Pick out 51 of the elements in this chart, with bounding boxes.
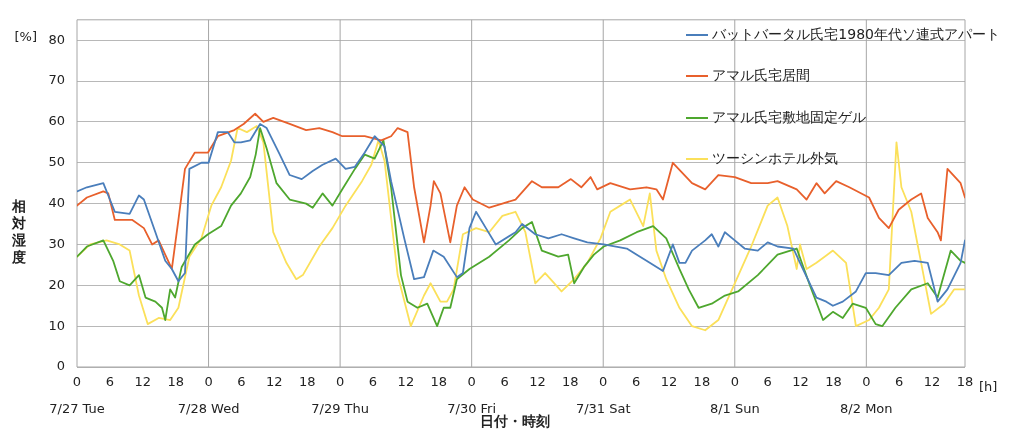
x-tick-label: 12 (660, 374, 678, 390)
text: 8/1 Sun (709, 401, 760, 417)
y-tick-label: 10 (48, 317, 65, 333)
x-tick-label: 0 (204, 374, 213, 390)
text: 8/2 Mon (840, 401, 893, 417)
x-tick-label: 6 (500, 374, 509, 390)
x-tick-label: 12 (397, 374, 415, 390)
x-tick-label: 0 (72, 374, 82, 390)
text: 7/31 Sat (575, 401, 631, 417)
text: 7/29 Thu (311, 401, 369, 417)
x-tick-label: 6 (631, 374, 641, 390)
x-tick-label: 0 (862, 374, 871, 390)
legend-label: ツーシンホテル外気 (712, 150, 839, 169)
x-tick-label: 12 (792, 374, 809, 390)
legend-label: バットバータル氏宅1980年代ソ連式アパート (712, 25, 1000, 44)
text: 7/27 Tue (49, 401, 105, 417)
x-tick-label: 0 (730, 374, 739, 390)
x-tick-label: 0 (467, 374, 476, 390)
x-tick-label: 6 (368, 374, 378, 390)
x-tick-label: 18 (956, 374, 974, 390)
text: [%] (14, 29, 37, 45)
y-tick-label: 40 (48, 194, 65, 210)
legend-label: アマル氏宅敷地固定ゲル (712, 108, 867, 127)
x-tick-label: 12 (529, 374, 546, 390)
legend-label: アマル氏宅居間 (712, 67, 811, 86)
y-axis-title: 相対湿度 (12, 198, 26, 266)
x-tick-label: 12 (266, 374, 283, 390)
text: [h] (979, 379, 998, 395)
x-tick-label: 18 (693, 374, 711, 390)
y-tick-label: 80 (48, 31, 65, 47)
y-tick-label: 0 (56, 358, 65, 374)
x-tick-label: 6 (763, 374, 772, 390)
x-tick-label: 0 (335, 374, 345, 390)
y-tick-label: 60 (48, 113, 65, 129)
y-tick-label: 70 (48, 72, 65, 88)
x-tick-label: 6 (105, 374, 115, 390)
x-tick-label: 0 (599, 374, 608, 390)
x-tick-label: 18 (430, 374, 448, 390)
y-tick-label: 20 (48, 276, 65, 292)
text: 7/28 Wed (177, 401, 240, 417)
x-tick-label: 12 (134, 374, 152, 390)
x-tick-label: 18 (562, 374, 579, 390)
x-tick-label: 6 (895, 374, 904, 390)
x-tick-label: 18 (298, 374, 316, 390)
x-tick-label: 18 (825, 374, 842, 390)
x-tick-label: 18 (167, 374, 184, 390)
y-tick-label: 50 (48, 154, 65, 170)
y-tick-label: 30 (48, 235, 65, 251)
x-axis-title: 日付・時刻 (480, 413, 550, 429)
x-tick-label: 6 (237, 374, 246, 390)
x-tick-label: 12 (923, 374, 941, 390)
